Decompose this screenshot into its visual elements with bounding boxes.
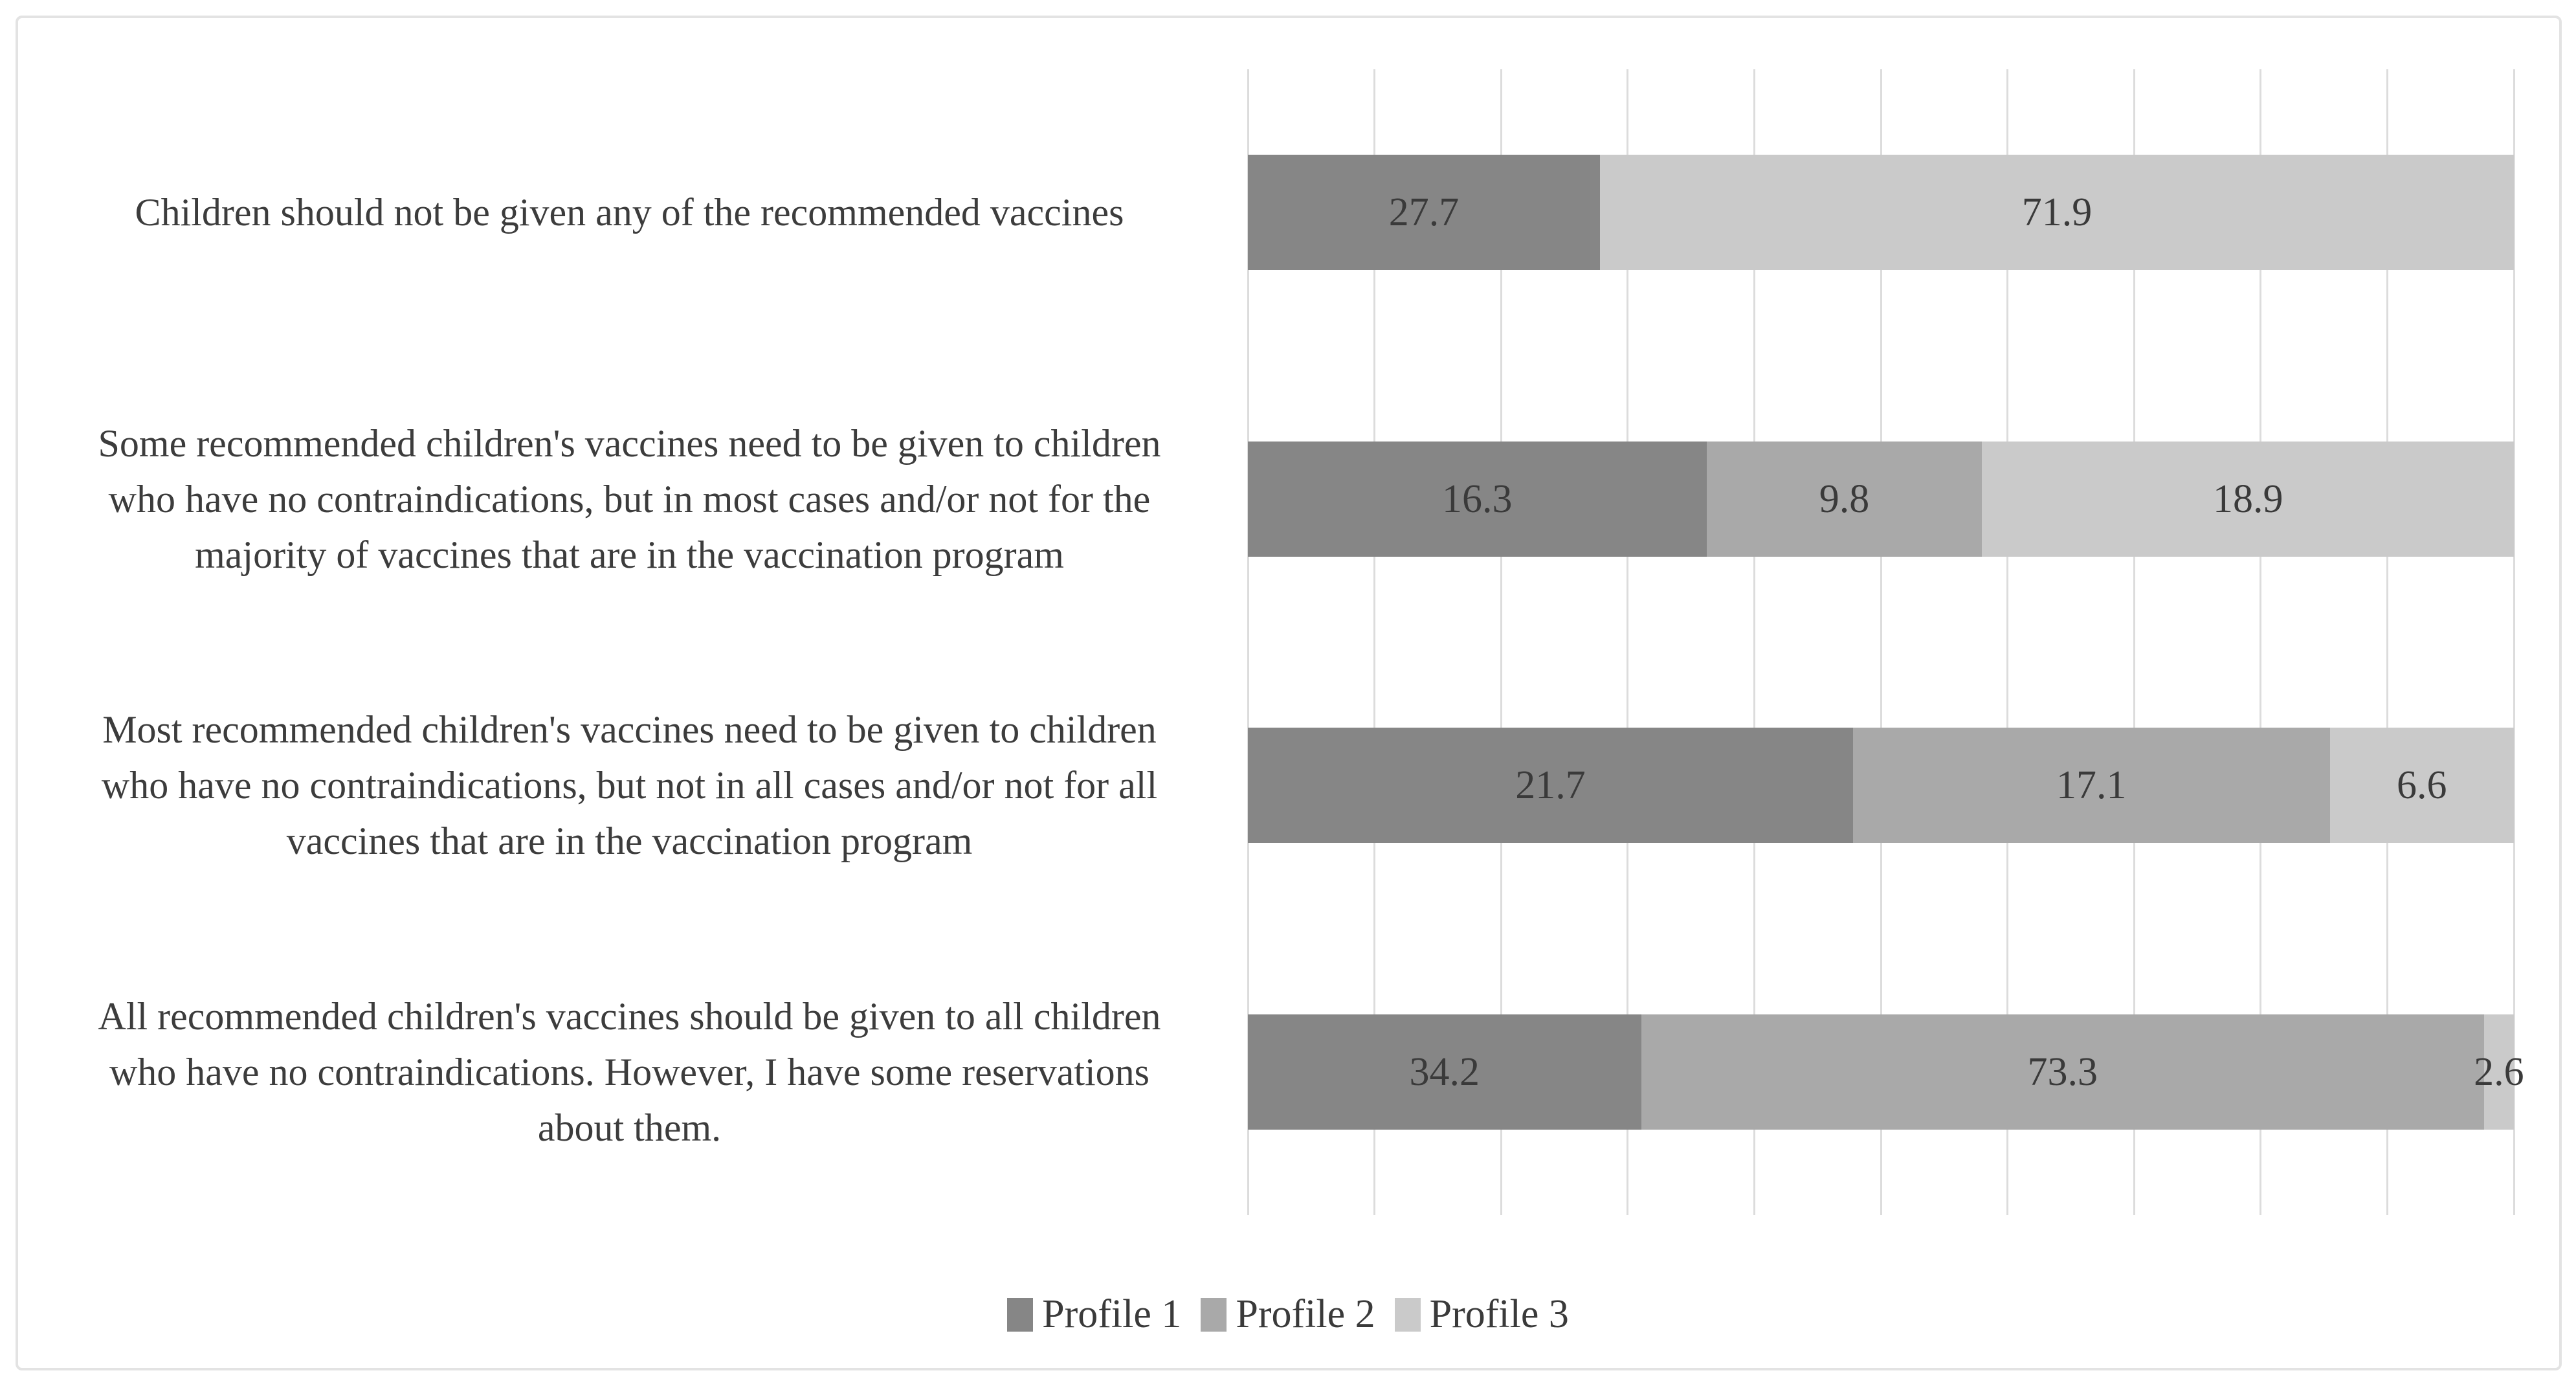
category-labels-column: Children should not be given any of the … [26,69,1233,1215]
value-label: 71.9 [2021,190,2093,234]
bar-segment-profile-1: 34.2 [1248,1014,1641,1130]
category-label: Some recommended children's vaccines nee… [98,421,1161,576]
value-label: 6.6 [2397,763,2447,807]
gridline [1247,69,1249,1215]
bar-segment-profile-2: 73.3 [1641,1014,2484,1130]
value-label: 2.6 [2474,1049,2524,1094]
legend-item-profile-2: Profile 2 [1201,1291,1375,1337]
value-label: 16.3 [1442,476,1513,521]
legend-label: Profile 1 [1042,1292,1182,1336]
bar-row: 27.7 71.9 [1248,155,2514,270]
gridline [1373,69,1376,1215]
gridline [1500,69,1502,1215]
gridline [2386,69,2388,1215]
legend-label: Profile 3 [1429,1292,1569,1336]
bar-segment-profile-2: 17.1 [1852,728,2330,843]
bar-segment-profile-1: 27.7 [1248,155,1600,270]
legend-swatch [1007,1297,1034,1332]
bar-segment-profile-1: 21.7 [1248,728,1853,843]
value-label: 27.7 [1388,190,1460,234]
gridline [1880,69,1882,1215]
legend-swatch [1201,1297,1227,1332]
legend-item-profile-1: Profile 1 [1007,1291,1181,1337]
legend-item-profile-3: Profile 3 [1394,1291,1569,1337]
bar-segment-profile-1: 16.3 [1248,441,1707,557]
bar-segment-profile-2: 9.8 [1706,441,1982,557]
gridline [1627,69,1629,1215]
bar-row: 34.2 73.3 2.6 [1248,1014,2524,1130]
legend-label: Profile 2 [1236,1292,1375,1336]
gridline [2006,69,2009,1215]
bar-segment-profile-3: 6.6 [2329,728,2514,843]
gridline [2133,69,2135,1215]
plot-area: 27.7 71.9 16.3 9.8 18.9 21.7 17.1 6.6 34.2 73.3 2.… [1247,69,2524,1215]
category-label: Most recommended children's vaccines nee… [101,708,1158,862]
gridline [1753,69,1755,1215]
category-label: All recommended children's vaccines shou… [98,994,1161,1149]
value-label: 34.2 [1409,1049,1480,1094]
bar-segment-profile-3: 71.9 [1599,155,2514,270]
gridline [2260,69,2262,1215]
legend-swatch [1394,1297,1421,1332]
category-label: Children should not be given any of the … [135,191,1124,234]
value-label: 21.7 [1515,763,1586,807]
bar-segment-profile-3: 18.9 [1982,441,2514,557]
gridline [2513,69,2515,1215]
legend: Profile 1 Profile 2 Profile 3 [0,1291,2576,1337]
value-label: 18.9 [2212,476,2283,521]
value-label: 17.1 [2056,763,2127,807]
value-label: 73.3 [2027,1049,2098,1094]
bar-segment-profile-3: 2.6 [2474,1014,2524,1130]
value-label: 9.8 [1819,476,1870,521]
bar-row: 21.7 17.1 6.6 [1248,728,2514,843]
bar-row: 16.3 9.8 18.9 [1248,441,2514,557]
